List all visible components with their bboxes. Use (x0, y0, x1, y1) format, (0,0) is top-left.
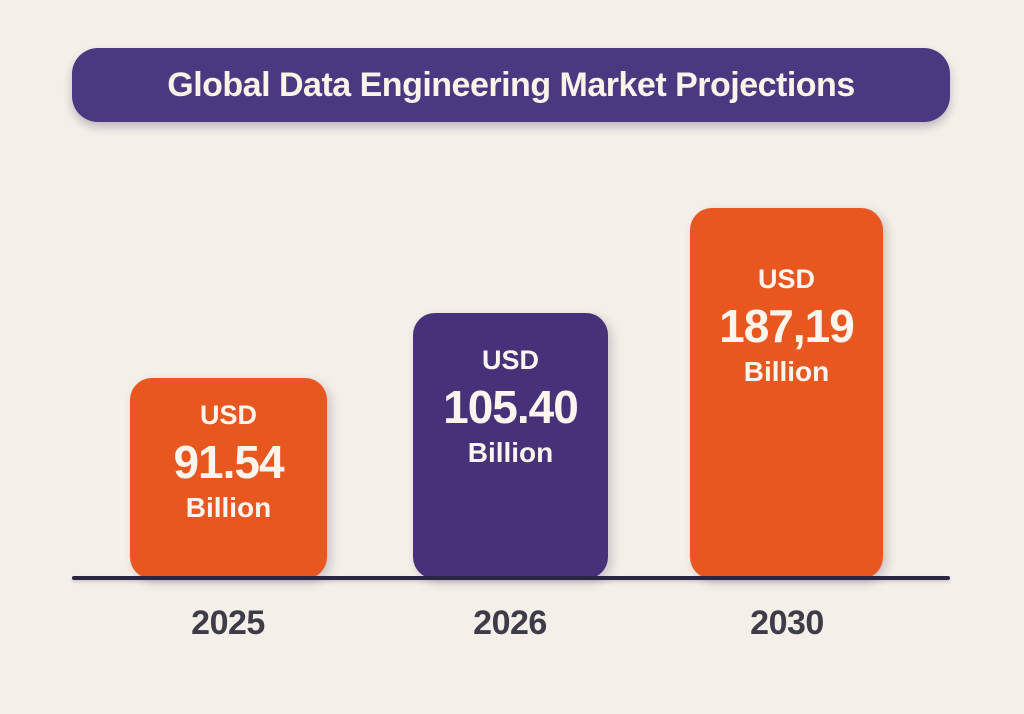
bar-2025-unit: Billion (185, 491, 272, 523)
bar-2026: USD 105.40 Billion (413, 313, 608, 579)
bar-2030-value: 187,19 (719, 300, 855, 353)
x-tick-label-2026: 2026 (473, 604, 547, 642)
bar-2030-unit: Billion (743, 355, 830, 387)
x-tick-label-2025: 2025 (191, 604, 265, 642)
title-banner: Global Data Engineering Market Projectio… (72, 48, 950, 122)
bar-2030: USD 187,19 Billion (690, 208, 883, 579)
chart-title: Global Data Engineering Market Projectio… (167, 65, 855, 104)
x-axis-line (72, 576, 950, 580)
bar-2026-currency: USD (481, 345, 539, 375)
bar-2026-value: 105.40 (443, 381, 579, 434)
bar-2025-currency: USD (199, 400, 257, 430)
bar-2025: USD 91.54 Billion (130, 378, 327, 579)
bar-2025-value: 91.54 (173, 436, 284, 489)
x-tick-label-2030: 2030 (750, 604, 824, 642)
bar-2030-currency: USD (757, 264, 815, 294)
bar-2026-unit: Billion (467, 436, 554, 468)
